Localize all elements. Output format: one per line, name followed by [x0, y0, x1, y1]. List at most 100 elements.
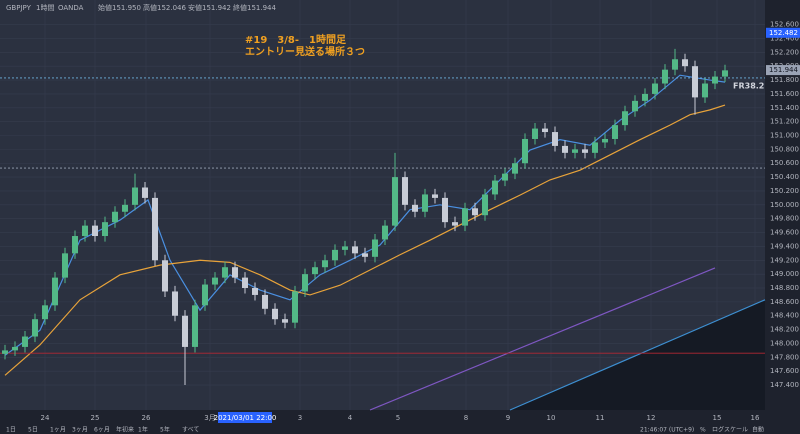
y-tick-label: 151.400 — [770, 104, 799, 112]
y-tick-label: 151.000 — [770, 132, 799, 140]
candle-body — [212, 277, 218, 285]
candle-body — [172, 291, 178, 316]
candle-body — [122, 204, 128, 212]
y-tick-label: 150.000 — [770, 201, 799, 209]
candle-body — [202, 284, 208, 306]
candle-body — [272, 308, 278, 320]
candle-body — [712, 76, 718, 84]
symbol: GBPJPY — [6, 4, 32, 12]
last-price-label: 151.944 — [769, 66, 798, 74]
y-tick-label: 151.600 — [770, 90, 799, 98]
candle-body — [692, 66, 698, 98]
candle-body — [352, 246, 358, 254]
crosshair-x-label: 2021/03/01 22:00 — [214, 414, 277, 422]
x-tick-label: 26 — [142, 414, 151, 422]
candle-body — [62, 253, 68, 278]
candle-body — [462, 208, 468, 226]
x-tick-label: 3月 — [204, 414, 215, 422]
y-tick-label: 148.600 — [770, 298, 799, 306]
y-tick-label: 148.400 — [770, 312, 799, 320]
y-tick-label: 149.000 — [770, 270, 799, 278]
y-tick-label: 151.200 — [770, 118, 799, 126]
crosshair-y-label: 152.482 — [769, 29, 798, 37]
ohlc-low: 安値151.942 — [188, 3, 231, 12]
candle-body — [32, 319, 38, 337]
candle-body — [262, 294, 268, 309]
candle-body — [162, 260, 168, 292]
candle-body — [132, 187, 138, 205]
range-button[interactable]: 1ヶ月 — [50, 427, 66, 434]
overlay-line — [509, 299, 766, 411]
range-button[interactable]: 年初来 — [116, 426, 134, 434]
range-button[interactable]: 5日 — [28, 427, 38, 434]
candle-body — [2, 350, 8, 354]
toolbar-item[interactable]: % — [700, 427, 706, 434]
candle-body — [522, 138, 528, 164]
candle-body — [152, 197, 158, 261]
candle-body — [92, 225, 98, 237]
crosshair-y-box — [766, 27, 800, 38]
candle-body — [382, 225, 388, 240]
x-tick-label: 3 — [298, 414, 302, 422]
range-button[interactable]: 1日 — [6, 427, 16, 434]
candle-body — [242, 277, 248, 289]
range-button[interactable]: 1年 — [138, 426, 148, 434]
ohlc-high: 高値152.046 — [143, 3, 186, 12]
candle-body — [372, 239, 378, 257]
candle-body — [52, 277, 58, 306]
toolbar-item[interactable]: 自動 — [752, 426, 764, 434]
candle-body — [282, 319, 288, 323]
overlay-line — [369, 267, 716, 411]
y-tick-label: 150.200 — [770, 187, 799, 195]
y-tick-label: 148.000 — [770, 339, 799, 347]
broker: OANDA — [58, 4, 84, 12]
candle-body — [12, 346, 18, 351]
y-tick-label: 150.400 — [770, 173, 799, 181]
y-tick-label: 152.200 — [770, 48, 799, 56]
candle-body — [142, 187, 148, 198]
toolbar-item: 21:46:07 (UTC+9) — [640, 427, 694, 434]
candle-body — [562, 145, 568, 153]
candle-body — [502, 173, 508, 181]
candle-body — [662, 69, 668, 84]
y-tick-label: 152.400 — [770, 34, 799, 42]
candle-body — [42, 305, 48, 320]
candle-body — [302, 274, 308, 292]
x-tick-label: 10 — [547, 414, 556, 422]
y-tick-label: 149.800 — [770, 215, 799, 223]
y-tick-label: 147.600 — [770, 367, 799, 375]
candle-body — [622, 111, 628, 126]
range-button[interactable]: すべて — [182, 427, 199, 434]
candle-body — [572, 149, 578, 153]
x-tick-label: 8 — [464, 414, 468, 422]
candle-body — [112, 211, 118, 223]
candle-body — [222, 267, 228, 278]
toolbar-item[interactable]: ログスケール — [712, 426, 748, 434]
candle-body — [552, 132, 558, 146]
candle-body — [722, 70, 728, 77]
candle-body — [312, 267, 318, 275]
range-button[interactable]: 6ヶ月 — [94, 427, 110, 434]
y-tick-label: 151.800 — [770, 76, 799, 84]
candle-body — [512, 163, 518, 174]
x-tick-label: 15 — [713, 414, 722, 422]
candle-body — [392, 177, 398, 226]
ohlc-close: 終値151.944 — [233, 3, 276, 12]
candle-body — [402, 177, 408, 205]
annotation: #19 3/8- 1時間足 — [245, 33, 347, 46]
y-tick-label: 150.600 — [770, 159, 799, 167]
candle-body — [542, 128, 548, 133]
crosshair-x-box — [218, 412, 272, 423]
candle-body — [322, 260, 328, 268]
overlays — [0, 74, 766, 411]
candle-body — [292, 291, 298, 323]
candle-body — [252, 288, 258, 295]
range-button[interactable]: 3ヶ月 — [72, 427, 88, 434]
candle-body — [432, 194, 438, 198]
candle-body — [342, 246, 348, 250]
range-button[interactable]: 5年 — [160, 426, 170, 434]
candle-body — [332, 249, 338, 261]
x-tick-label: 11 — [596, 414, 605, 422]
candle-body — [72, 236, 78, 254]
